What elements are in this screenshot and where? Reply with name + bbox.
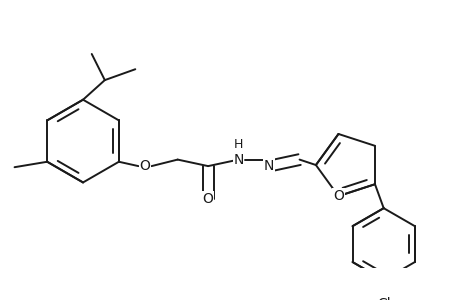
Text: Cl: Cl: [376, 297, 390, 300]
Text: O: O: [202, 192, 213, 206]
Text: H: H: [234, 138, 243, 151]
Text: O: O: [139, 159, 150, 173]
Text: N: N: [233, 153, 243, 166]
Text: O: O: [332, 189, 343, 203]
Text: N: N: [263, 159, 274, 173]
